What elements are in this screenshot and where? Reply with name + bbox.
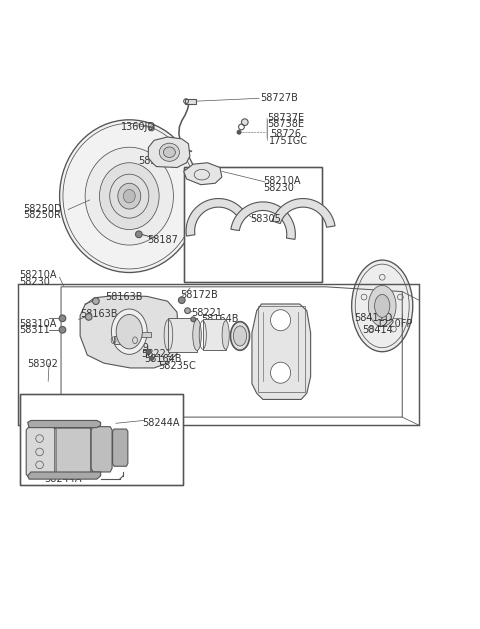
Text: 58310A: 58310A (20, 318, 57, 328)
Bar (21, 394, 183, 486)
Bar (120, 331, 151, 337)
Bar (114, 337, 135, 344)
Text: 58187: 58187 (147, 235, 178, 245)
Text: 58311: 58311 (20, 325, 50, 335)
Text: 58305: 58305 (251, 214, 281, 224)
Ellipse shape (233, 326, 247, 346)
Circle shape (185, 308, 191, 313)
Circle shape (150, 357, 154, 360)
Text: 1220FP: 1220FP (376, 319, 413, 329)
Circle shape (146, 349, 151, 354)
Text: 58727B: 58727B (260, 93, 298, 103)
Polygon shape (91, 426, 112, 472)
Text: 58163B: 58163B (80, 309, 118, 318)
Polygon shape (80, 296, 179, 368)
Text: 58244A: 58244A (44, 474, 82, 484)
Ellipse shape (222, 321, 229, 349)
Bar (184, 167, 322, 282)
Text: 58222: 58222 (141, 348, 172, 359)
Text: 58244A: 58244A (142, 418, 180, 428)
Ellipse shape (271, 362, 290, 383)
Text: 58172B: 58172B (180, 291, 218, 301)
Polygon shape (113, 429, 128, 466)
Text: 58179: 58179 (118, 343, 149, 353)
Bar (168, 318, 197, 352)
Bar (258, 306, 305, 392)
Ellipse shape (193, 320, 201, 350)
Bar (185, 99, 196, 104)
Ellipse shape (123, 189, 135, 203)
Circle shape (135, 231, 142, 238)
Circle shape (93, 298, 99, 304)
Ellipse shape (163, 147, 175, 157)
Circle shape (179, 297, 185, 304)
Bar (203, 320, 226, 350)
Text: 58235C: 58235C (158, 361, 196, 371)
Bar (56, 428, 90, 474)
Bar (21, 394, 183, 486)
Ellipse shape (60, 120, 199, 272)
Polygon shape (184, 163, 222, 185)
Polygon shape (55, 426, 91, 476)
Ellipse shape (116, 314, 143, 349)
Ellipse shape (230, 321, 250, 350)
Text: 58389: 58389 (138, 156, 169, 166)
Bar (184, 167, 322, 282)
Ellipse shape (352, 260, 413, 352)
Polygon shape (252, 304, 311, 399)
Polygon shape (231, 202, 295, 240)
Ellipse shape (85, 147, 173, 245)
Text: 58230: 58230 (20, 277, 50, 287)
Polygon shape (28, 420, 101, 428)
Text: 58738E: 58738E (268, 119, 305, 129)
Polygon shape (26, 426, 56, 477)
Bar (18, 284, 419, 425)
Text: 58414: 58414 (362, 325, 393, 335)
Circle shape (59, 315, 66, 321)
Polygon shape (186, 199, 247, 236)
Ellipse shape (368, 286, 396, 326)
Text: 58163B: 58163B (106, 292, 143, 302)
Circle shape (191, 317, 196, 321)
Text: 58210A: 58210A (263, 176, 300, 186)
Text: 1751GC: 1751GC (269, 136, 308, 146)
Circle shape (237, 130, 241, 134)
Text: 58737E: 58737E (268, 113, 305, 123)
Circle shape (241, 119, 248, 126)
Text: 58302: 58302 (28, 359, 59, 369)
Ellipse shape (111, 309, 147, 354)
Text: 58230: 58230 (263, 182, 294, 192)
Text: 58726: 58726 (271, 129, 301, 139)
Text: 58210A: 58210A (20, 270, 57, 281)
Text: 58164B: 58164B (144, 354, 182, 364)
Polygon shape (148, 137, 190, 167)
Ellipse shape (99, 163, 159, 230)
Ellipse shape (271, 309, 290, 331)
Text: 58164B: 58164B (201, 314, 239, 325)
Polygon shape (272, 199, 335, 227)
Text: 58250R: 58250R (23, 209, 61, 220)
Text: 58411D: 58411D (355, 313, 393, 323)
Polygon shape (28, 472, 101, 479)
Circle shape (59, 326, 66, 333)
Text: 58250D: 58250D (23, 204, 61, 214)
Text: 58221: 58221 (192, 308, 222, 318)
Ellipse shape (159, 143, 180, 161)
Ellipse shape (374, 294, 390, 318)
Text: 1360JD: 1360JD (120, 122, 156, 132)
Circle shape (85, 313, 92, 320)
Ellipse shape (118, 183, 141, 209)
